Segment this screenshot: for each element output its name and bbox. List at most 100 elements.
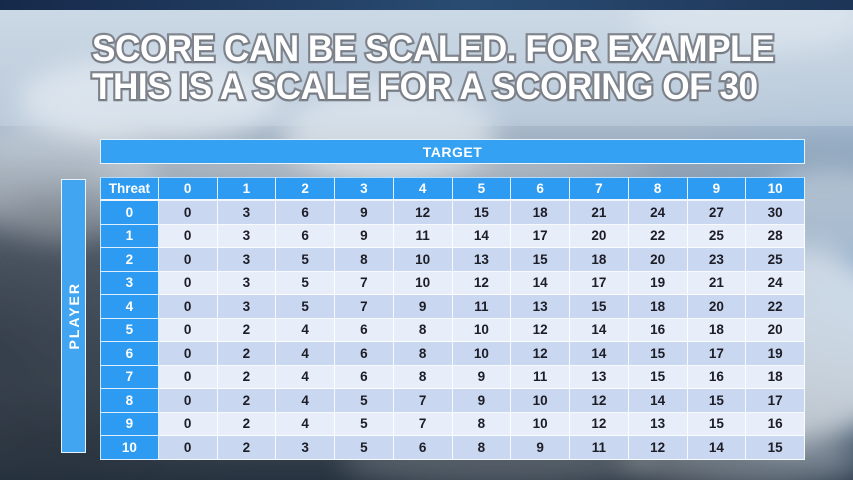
score-cell: 2: [217, 342, 277, 366]
score-cell: 10: [511, 412, 570, 436]
score-cell: 14: [570, 342, 629, 366]
threat-row-label: 5: [100, 318, 159, 342]
table-row-threat-0: 0 0 3 6 9 12 15 18 21 24 27 30: [100, 201, 805, 225]
score-cell: 9: [335, 201, 394, 225]
score-cell: 5: [276, 248, 335, 272]
target-header-6: 6: [511, 177, 570, 201]
score-cell: 15: [628, 365, 688, 389]
table-row-threat-3: 3 0 3 5 7 10 12 14 17 19 21 24: [100, 271, 805, 295]
score-cell: 18: [628, 295, 688, 319]
score-cell: 8: [393, 318, 453, 342]
score-cell: 12: [511, 318, 570, 342]
table-row-threat-10: 10 0 2 3 5 6 8 9 11 12 14 15: [100, 436, 805, 460]
score-cell: 5: [335, 436, 394, 460]
score-cell: 3: [217, 224, 277, 248]
cloud: [282, 86, 496, 182]
score-cell: 6: [276, 224, 335, 248]
score-cell: 0: [158, 248, 218, 272]
score-cell: 14: [511, 271, 570, 295]
score-cell: 2: [217, 436, 277, 460]
title-band: SCORE CAN BE SCALED. FOR EXAMPLE THIS IS…: [0, 10, 853, 126]
score-cell: 0: [158, 365, 218, 389]
slide-title: SCORE CAN BE SCALED. FOR EXAMPLE THIS IS…: [90, 27, 777, 108]
score-cell: 3: [217, 271, 277, 295]
score-cell: 0: [158, 271, 218, 295]
header-row: Threat 0 1 2 3 4 5 6 7 8 9 10: [100, 177, 805, 201]
score-cell: 20: [687, 295, 747, 319]
score-cell: 12: [511, 342, 570, 366]
score-cell: 7: [335, 295, 394, 319]
threat-row-label: 0: [100, 201, 159, 225]
score-cell: 5: [335, 412, 394, 436]
threat-row-label: 6: [100, 342, 159, 366]
score-cell: 6: [335, 342, 394, 366]
score-cell: 0: [158, 436, 218, 460]
score-cell: 0: [158, 412, 218, 436]
cloud: [18, 58, 282, 142]
score-cell: 10: [511, 389, 570, 413]
threat-row-label: 2: [100, 248, 159, 272]
score-cell: 12: [393, 201, 453, 225]
target-header-1: 1: [217, 177, 277, 201]
score-cell: 16: [628, 318, 688, 342]
score-cell: 21: [570, 201, 629, 225]
score-cell: 12: [570, 412, 629, 436]
score-cell: 9: [452, 365, 512, 389]
score-cell: 13: [570, 365, 629, 389]
slide-title-line-1: SCORE CAN BE SCALED. FOR EXAMPLE: [90, 27, 777, 70]
score-cell: 28: [746, 224, 805, 248]
score-table-header: Threat 0 1 2 3 4 5 6 7 8 9 10: [100, 177, 805, 201]
score-cell: 27: [687, 201, 747, 225]
score-cell: 21: [687, 271, 747, 295]
target-header-5: 5: [452, 177, 512, 201]
table-row-threat-6: 6 0 2 4 6 8 10 12 14 15 17 19: [100, 342, 805, 366]
score-cell: 10: [452, 342, 512, 366]
table-row-threat-4: 4 0 3 5 7 9 11 13 15 18 20 22: [100, 295, 805, 319]
score-cell: 2: [217, 389, 277, 413]
score-table-body: 0 0 3 6 9 12 15 18 21 24 27 30 1 0 3 6 9 11 14 17 20 22 25 28 2 0…: [100, 201, 805, 460]
slide-title-line-2: THIS IS A SCALE FOR A SCORING OF 30: [90, 65, 760, 108]
score-cell: 12: [452, 271, 512, 295]
score-cell: 14: [570, 318, 629, 342]
score-cell: 23: [687, 248, 747, 272]
table-row-threat-9: 9 0 2 4 5 7 8 10 12 13 15 16: [100, 412, 805, 436]
score-cell: 8: [452, 412, 512, 436]
score-cell: 8: [393, 342, 453, 366]
target-header-9: 9: [687, 177, 747, 201]
score-cell: 10: [452, 318, 512, 342]
score-cell: 13: [628, 412, 688, 436]
score-cell: 6: [276, 201, 335, 225]
score-cell: 18: [746, 365, 805, 389]
corner-header-threat: Threat: [100, 177, 159, 201]
score-cell: 0: [158, 389, 218, 413]
score-cell: 14: [628, 389, 688, 413]
score-cell: 11: [570, 436, 629, 460]
score-cell: 20: [746, 318, 805, 342]
score-cell: 22: [746, 295, 805, 319]
player-axis-label-text: PLAYER: [65, 282, 82, 350]
score-cell: 3: [217, 248, 277, 272]
score-cell: 15: [511, 248, 570, 272]
score-cell: 16: [687, 365, 747, 389]
table-row-threat-5: 5 0 2 4 6 8 10 12 14 16 18 20: [100, 318, 805, 342]
score-cell: 5: [276, 295, 335, 319]
score-cell: 8: [335, 248, 394, 272]
score-cell: 2: [217, 318, 277, 342]
score-cell: 19: [746, 342, 805, 366]
target-header-4: 4: [393, 177, 453, 201]
score-cell: 10: [393, 248, 453, 272]
threat-row-label: 4: [100, 295, 159, 319]
threat-row-label: 9: [100, 412, 159, 436]
score-cell: 20: [628, 248, 688, 272]
score-cell: 3: [217, 201, 277, 225]
score-cell: 12: [570, 389, 629, 413]
score-cell: 4: [276, 342, 335, 366]
threat-row-label: 1: [100, 224, 159, 248]
threat-row-label: 3: [100, 271, 159, 295]
score-cell: 17: [511, 224, 570, 248]
score-cell: 15: [452, 201, 512, 225]
score-cell: 17: [746, 389, 805, 413]
score-cell: 15: [570, 295, 629, 319]
score-cell: 3: [217, 295, 277, 319]
score-cell: 2: [217, 365, 277, 389]
